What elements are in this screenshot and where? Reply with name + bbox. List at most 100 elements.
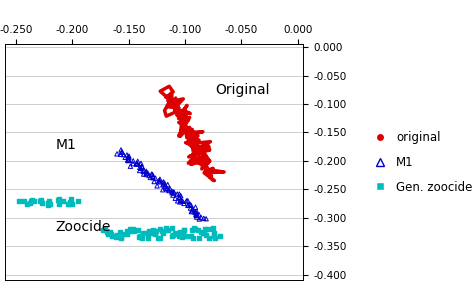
Point — [140, 172, 147, 176]
Point — [134, 162, 141, 166]
Point — [65, 201, 73, 206]
Point — [193, 211, 201, 216]
Point — [55, 201, 63, 206]
Point — [149, 175, 157, 180]
Point — [191, 227, 199, 232]
Point — [103, 230, 111, 234]
Point — [205, 235, 213, 240]
Point — [160, 180, 167, 184]
Point — [169, 233, 177, 237]
Point — [178, 235, 186, 239]
Point — [146, 175, 154, 180]
Point — [202, 216, 210, 221]
Point — [138, 164, 146, 168]
Point — [139, 235, 146, 240]
Point — [216, 234, 224, 238]
Point — [153, 229, 160, 234]
Point — [210, 230, 218, 235]
Point — [156, 180, 164, 184]
Point — [124, 158, 131, 162]
Point — [66, 200, 73, 204]
Point — [37, 198, 45, 203]
Point — [197, 229, 204, 234]
Point — [187, 233, 195, 238]
Point — [137, 161, 145, 166]
Point — [140, 230, 147, 235]
Point — [129, 161, 137, 166]
Point — [44, 200, 52, 205]
Point — [123, 153, 131, 157]
Point — [164, 182, 172, 187]
Point — [159, 230, 167, 235]
Point — [142, 230, 150, 235]
Point — [136, 168, 144, 173]
Point — [184, 203, 192, 208]
Point — [166, 186, 174, 191]
Point — [38, 201, 46, 206]
Point — [127, 164, 134, 168]
Point — [117, 236, 125, 240]
Point — [68, 197, 75, 201]
Point — [150, 179, 158, 184]
Point — [164, 187, 172, 192]
Point — [165, 188, 173, 193]
Point — [161, 181, 168, 186]
Point — [200, 216, 208, 221]
Point — [168, 189, 175, 194]
Point — [163, 186, 171, 191]
Point — [125, 158, 132, 163]
Point — [154, 235, 162, 240]
Point — [144, 171, 152, 176]
Point — [151, 230, 159, 234]
Point — [168, 226, 175, 231]
Point — [74, 199, 82, 204]
Point — [184, 198, 191, 203]
Point — [192, 212, 200, 217]
Point — [140, 168, 148, 173]
Point — [189, 235, 197, 240]
Point — [188, 228, 196, 232]
Point — [36, 198, 44, 203]
Point — [199, 230, 207, 235]
Point — [123, 230, 131, 235]
Point — [174, 231, 182, 236]
Point — [168, 191, 176, 195]
Point — [193, 215, 201, 219]
Point — [155, 178, 163, 183]
Point — [112, 235, 119, 240]
Point — [156, 236, 164, 240]
Point — [201, 231, 208, 236]
Point — [176, 230, 184, 234]
Point — [175, 195, 183, 200]
Point — [113, 152, 121, 156]
Point — [164, 228, 172, 232]
Point — [118, 150, 126, 155]
Point — [170, 189, 178, 194]
Point — [149, 228, 156, 233]
Point — [136, 235, 143, 240]
Point — [169, 193, 177, 197]
Point — [186, 202, 194, 207]
Point — [27, 199, 35, 203]
Point — [209, 227, 216, 232]
Point — [189, 207, 197, 212]
Point — [164, 227, 171, 232]
Point — [189, 207, 196, 212]
Text: Zoocide: Zoocide — [55, 220, 111, 234]
Point — [159, 187, 167, 192]
Point — [203, 227, 210, 232]
Point — [180, 228, 188, 233]
Point — [147, 231, 155, 235]
Point — [118, 235, 125, 240]
Point — [143, 171, 150, 175]
Point — [113, 232, 121, 237]
Point — [159, 183, 167, 187]
Point — [188, 209, 196, 213]
Point — [191, 205, 199, 209]
Point — [152, 176, 159, 181]
Point — [149, 174, 156, 179]
Point — [192, 213, 200, 218]
Point — [133, 161, 141, 165]
Point — [161, 184, 169, 189]
Point — [175, 234, 183, 239]
